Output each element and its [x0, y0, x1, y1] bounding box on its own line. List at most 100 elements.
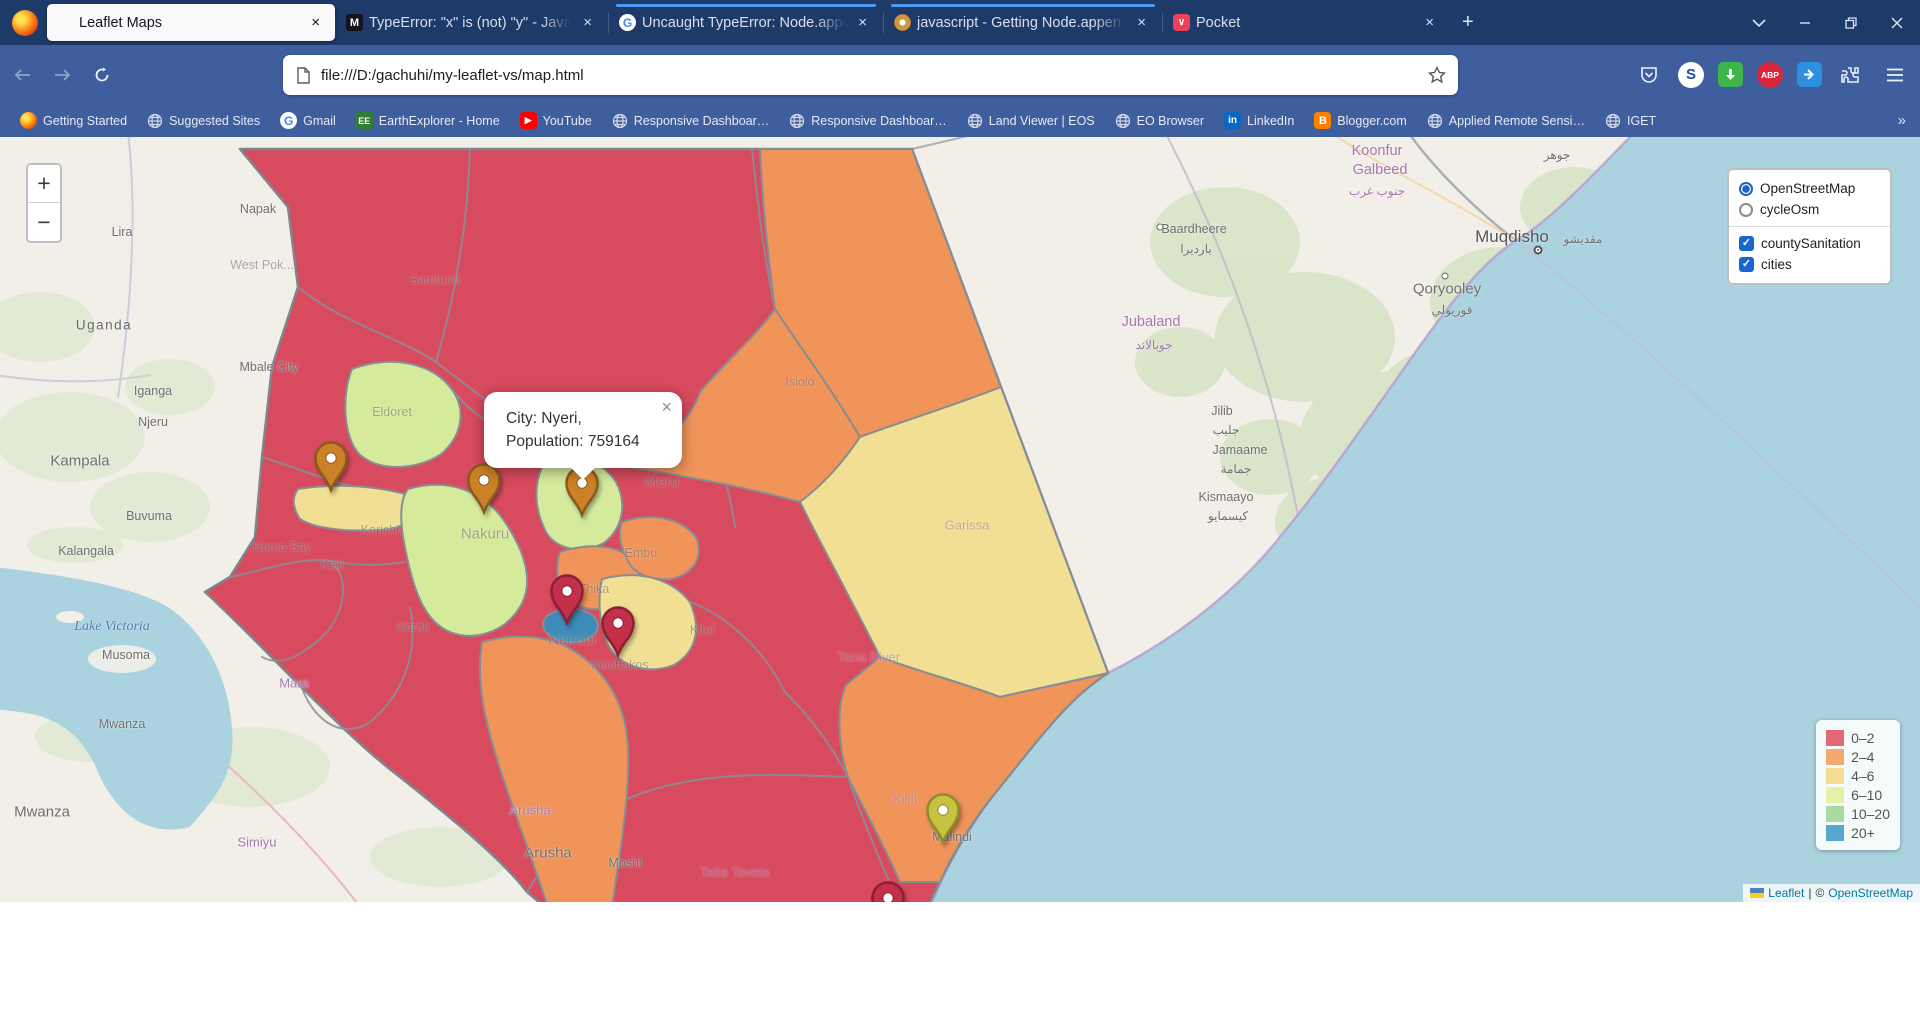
stackoverflow-icon: [894, 14, 911, 31]
adblock-plus-icon[interactable]: ABP: [1757, 61, 1783, 88]
legend-swatch: [1826, 824, 1845, 841]
tab-2[interactable]: M TypeError: "x" is (not) "y" - JavaS ×: [337, 4, 607, 41]
radio-unselected-icon[interactable]: [1739, 202, 1753, 217]
tab-close-button[interactable]: ×: [858, 14, 867, 31]
bookmark-item-6[interactable]: Responsive Dashboar…: [602, 109, 780, 132]
forward-button[interactable]: [44, 57, 80, 93]
bookmark-label: Blogger.com: [1337, 113, 1407, 128]
zoom-out-button[interactable]: −: [28, 203, 60, 241]
tab-3[interactable]: G Uncaught TypeError: Node.appe ×: [610, 4, 882, 41]
base-layer-option[interactable]: OpenStreetMap: [1739, 178, 1880, 199]
bookmark-label: YouTube: [542, 113, 592, 128]
legend-label: 4–6: [1851, 767, 1875, 784]
layers-control: OpenStreetMap cycleOsm ✓ countySanitation ✓ c…: [1727, 168, 1892, 285]
tab-title: Pocket: [1196, 14, 1241, 31]
bookmark-label: Land Viewer | EOS: [988, 113, 1095, 128]
tab-strip: Leaflet Maps × M TypeError: "x" is (not) "y…: [46, 0, 1450, 45]
extensions-puzzle-icon[interactable]: [1836, 60, 1866, 90]
container-tab-indicator: [891, 4, 1155, 7]
city-marker-6[interactable]: [926, 793, 960, 846]
bookmark-item-2[interactable]: Suggested Sites: [137, 109, 270, 132]
blogger-icon: B: [1314, 112, 1332, 129]
legend-swatch: [1826, 729, 1845, 746]
bookmark-item-5[interactable]: ▶ YouTube: [510, 109, 602, 132]
back-button[interactable]: [4, 57, 40, 93]
tab-4[interactable]: javascript - Getting Node.appen ×: [885, 4, 1161, 41]
overlay-option[interactable]: ✓ cities: [1739, 254, 1880, 275]
legend-swatch: [1826, 748, 1845, 765]
pocket-extension-icon[interactable]: [1634, 60, 1664, 90]
container-tab-indicator: [616, 4, 876, 7]
bookmark-item-13[interactable]: IGET: [1595, 109, 1666, 132]
openstreetmap-link[interactable]: OpenStreetMap: [1828, 886, 1913, 900]
mdn-icon: M: [346, 14, 363, 31]
bookmark-item-3[interactable]: G Gmail: [270, 109, 346, 132]
tab-close-button[interactable]: ×: [583, 14, 592, 31]
bookmark-item-4[interactable]: EE EarthExplorer - Home: [346, 109, 510, 132]
legend-row: 10–20: [1826, 804, 1890, 823]
checkbox-checked-icon[interactable]: ✓: [1739, 257, 1754, 272]
globe-icon: [1115, 113, 1130, 128]
tab-close-button[interactable]: ×: [1425, 14, 1434, 31]
overlay-label: cities: [1761, 257, 1792, 272]
base-layer-option[interactable]: cycleOsm: [1739, 199, 1880, 220]
menu-hamburger-icon[interactable]: [1880, 60, 1910, 90]
overlay-option[interactable]: ✓ countySanitation: [1739, 233, 1880, 254]
bookmark-item-12[interactable]: Applied Remote Sensi…: [1417, 109, 1595, 132]
tab-close-button[interactable]: ×: [311, 14, 320, 31]
radio-selected-icon[interactable]: [1739, 181, 1753, 196]
reload-icon: [95, 67, 109, 81]
legend-swatch: [1826, 767, 1845, 784]
legend-row: 0–2: [1826, 728, 1890, 747]
tab-separator: [1162, 12, 1163, 33]
minimize-button[interactable]: [1782, 0, 1828, 45]
city-marker-2[interactable]: [467, 463, 501, 516]
pocket-icon: ∨: [1173, 14, 1190, 31]
globe-icon: [1605, 113, 1621, 128]
green-extension-icon[interactable]: [1718, 62, 1743, 87]
choropleth-legend: 0–2 2–4 4–6 6–10 10–20 20+: [1816, 720, 1900, 850]
zoom-in-button[interactable]: +: [28, 165, 60, 203]
linkedin-icon: in: [1224, 112, 1242, 129]
legend-label: 0–2: [1851, 729, 1875, 746]
popup-close-button[interactable]: ×: [661, 397, 672, 417]
legend-swatch: [1826, 805, 1845, 822]
session-extension-icon[interactable]: S: [1678, 61, 1704, 88]
city-marker-7[interactable]: [871, 881, 905, 902]
tab-5[interactable]: ∨ Pocket ×: [1164, 4, 1449, 41]
close-window-button[interactable]: [1874, 0, 1920, 45]
restore-button[interactable]: [1828, 0, 1874, 45]
bookmark-item-10[interactable]: in LinkedIn: [1214, 109, 1304, 132]
new-tab-button[interactable]: +: [1450, 9, 1486, 36]
bookmark-item-8[interactable]: Land Viewer | EOS: [957, 109, 1105, 132]
url-bar[interactable]: file:///D:/gachuhi/my-leaflet-vs/map.htm…: [283, 55, 1458, 95]
city-marker-4[interactable]: [550, 574, 584, 627]
list-all-tabs-button[interactable]: [1736, 0, 1782, 45]
firefox-logo-icon[interactable]: [12, 9, 38, 36]
globe-icon: [967, 113, 982, 128]
tab-1[interactable]: Leaflet Maps ×: [47, 4, 335, 41]
url-text: file:///D:/gachuhi/my-leaflet-vs/map.htm…: [321, 66, 584, 84]
tab-close-button[interactable]: ×: [1137, 14, 1146, 31]
city-marker-1[interactable]: [314, 441, 348, 494]
bookmark-item-7[interactable]: Responsive Dashboar…: [779, 109, 957, 132]
leaflet-link[interactable]: Leaflet: [1768, 886, 1805, 900]
map-container[interactable]: Napak Lira West Pok... Samburu Uganda Mbale C…: [0, 137, 1920, 902]
checkbox-checked-icon[interactable]: ✓: [1739, 236, 1754, 251]
bookmark-item-9[interactable]: EO Browser: [1105, 109, 1214, 132]
attribution-copyright: ©: [1815, 886, 1825, 900]
bookmark-item-11[interactable]: B Blogger.com: [1304, 109, 1416, 132]
bookmark-label: EarthExplorer - Home: [378, 113, 500, 128]
reload-button[interactable]: [84, 57, 120, 93]
bookmark-label: Suggested Sites: [169, 113, 261, 128]
bookmark-item-1[interactable]: Getting Started: [10, 109, 137, 132]
bookmark-label: IGET: [1626, 113, 1657, 128]
city-marker-5[interactable]: [601, 606, 635, 659]
more-bookmarks-chevron[interactable]: »: [1897, 112, 1906, 129]
close-icon: [1891, 17, 1903, 28]
blue-extension-icon[interactable]: [1797, 62, 1822, 87]
bookmark-label: EO Browser: [1136, 113, 1205, 128]
popup-population-line: Population: 759164: [506, 433, 640, 450]
bookmark-star-icon[interactable]: [1428, 66, 1446, 84]
window-controls: [1736, 0, 1920, 45]
